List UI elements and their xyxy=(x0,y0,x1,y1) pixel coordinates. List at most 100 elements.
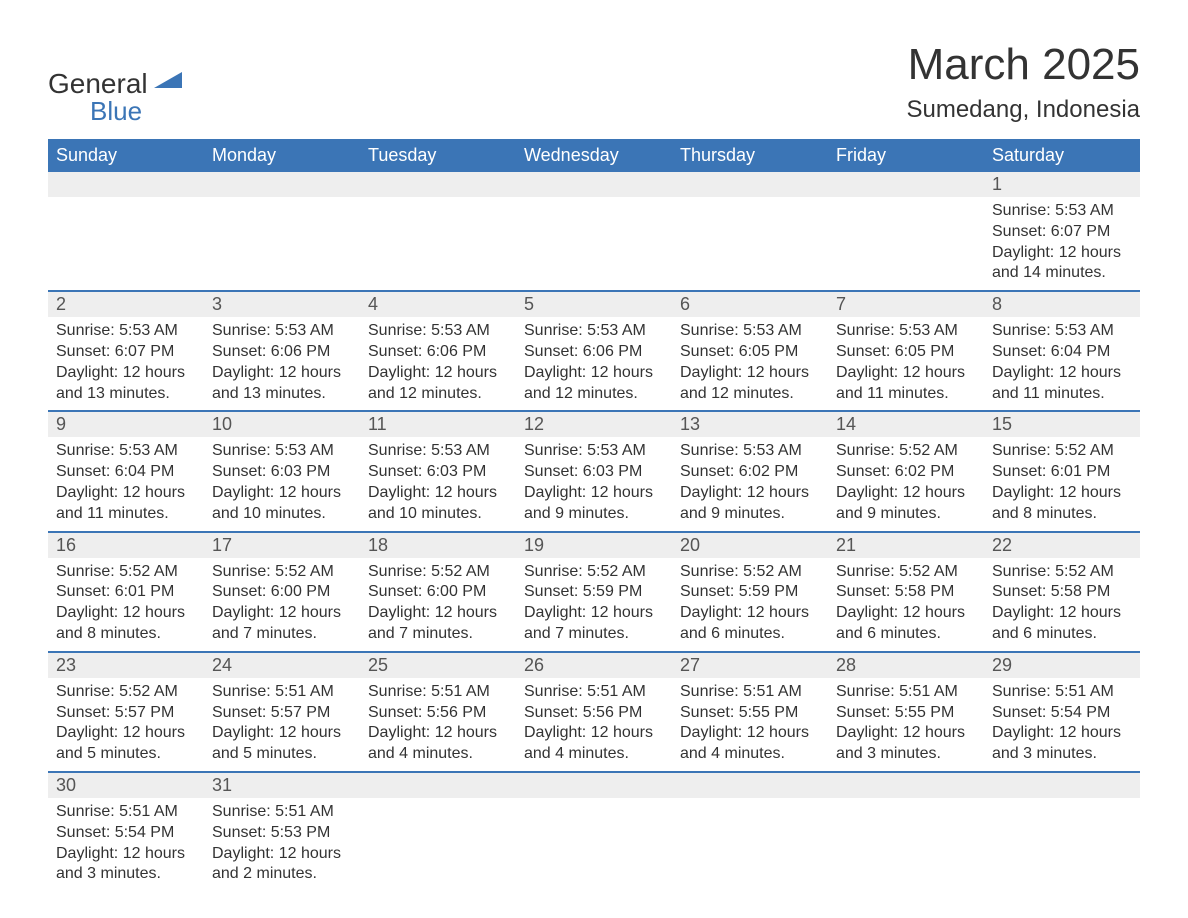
week-detail-row: Sunrise: 5:51 AMSunset: 5:54 PMDaylight:… xyxy=(48,798,1140,891)
day-number: 5 xyxy=(516,291,672,317)
day-detail: Sunrise: 5:52 AMSunset: 6:00 PMDaylight:… xyxy=(204,558,360,652)
day-detail: Sunrise: 5:53 AMSunset: 6:07 PMDaylight:… xyxy=(48,317,204,411)
day-number: 30 xyxy=(48,772,204,798)
day-number: 26 xyxy=(516,652,672,678)
day-detail: Sunrise: 5:53 AMSunset: 6:06 PMDaylight:… xyxy=(516,317,672,411)
day-detail: Sunrise: 5:53 AMSunset: 6:05 PMDaylight:… xyxy=(672,317,828,411)
day-detail: Sunrise: 5:53 AMSunset: 6:02 PMDaylight:… xyxy=(672,437,828,531)
day-detail xyxy=(516,798,672,891)
day-number xyxy=(516,172,672,197)
day-number: 4 xyxy=(360,291,516,317)
brand-logo-icon xyxy=(154,68,182,93)
day-detail: Sunrise: 5:51 AMSunset: 5:54 PMDaylight:… xyxy=(48,798,204,891)
calendar-table: Sunday Monday Tuesday Wednesday Thursday… xyxy=(48,139,1140,891)
day-number: 21 xyxy=(828,532,984,558)
day-detail: Sunrise: 5:52 AMSunset: 6:01 PMDaylight:… xyxy=(984,437,1140,531)
dayhead-tuesday: Tuesday xyxy=(360,139,516,172)
day-detail: Sunrise: 5:52 AMSunset: 6:00 PMDaylight:… xyxy=(360,558,516,652)
week-daynum-row: 3031 xyxy=(48,772,1140,798)
day-detail: Sunrise: 5:53 AMSunset: 6:03 PMDaylight:… xyxy=(516,437,672,531)
day-number: 15 xyxy=(984,411,1140,437)
dayhead-sunday: Sunday xyxy=(48,139,204,172)
day-number xyxy=(360,172,516,197)
day-number xyxy=(828,772,984,798)
day-number: 20 xyxy=(672,532,828,558)
day-number: 13 xyxy=(672,411,828,437)
day-detail: Sunrise: 5:51 AMSunset: 5:57 PMDaylight:… xyxy=(204,678,360,772)
day-number: 2 xyxy=(48,291,204,317)
day-number xyxy=(672,772,828,798)
week-daynum-row: 1 xyxy=(48,172,1140,197)
day-number xyxy=(204,172,360,197)
day-number: 25 xyxy=(360,652,516,678)
day-header-row: Sunday Monday Tuesday Wednesday Thursday… xyxy=(48,139,1140,172)
day-detail xyxy=(828,798,984,891)
brand-name-part2: Blue xyxy=(90,96,182,127)
day-number xyxy=(360,772,516,798)
day-detail: Sunrise: 5:52 AMSunset: 5:59 PMDaylight:… xyxy=(516,558,672,652)
dayhead-thursday: Thursday xyxy=(672,139,828,172)
day-number: 27 xyxy=(672,652,828,678)
day-detail: Sunrise: 5:53 AMSunset: 6:03 PMDaylight:… xyxy=(360,437,516,531)
day-detail: Sunrise: 5:51 AMSunset: 5:54 PMDaylight:… xyxy=(984,678,1140,772)
day-number: 9 xyxy=(48,411,204,437)
day-number: 23 xyxy=(48,652,204,678)
day-number: 1 xyxy=(984,172,1140,197)
dayhead-wednesday: Wednesday xyxy=(516,139,672,172)
day-detail: Sunrise: 5:53 AMSunset: 6:05 PMDaylight:… xyxy=(828,317,984,411)
day-number: 11 xyxy=(360,411,516,437)
day-number xyxy=(48,172,204,197)
day-detail xyxy=(516,197,672,291)
day-number: 10 xyxy=(204,411,360,437)
week-detail-row: Sunrise: 5:53 AMSunset: 6:07 PMDaylight:… xyxy=(48,197,1140,291)
dayhead-monday: Monday xyxy=(204,139,360,172)
day-detail: Sunrise: 5:52 AMSunset: 5:58 PMDaylight:… xyxy=(828,558,984,652)
day-number: 28 xyxy=(828,652,984,678)
day-number xyxy=(672,172,828,197)
brand-logo: General Blue xyxy=(48,68,182,127)
day-number: 31 xyxy=(204,772,360,798)
day-detail: Sunrise: 5:53 AMSunset: 6:04 PMDaylight:… xyxy=(984,317,1140,411)
day-detail: Sunrise: 5:53 AMSunset: 6:07 PMDaylight:… xyxy=(984,197,1140,291)
day-detail: Sunrise: 5:51 AMSunset: 5:53 PMDaylight:… xyxy=(204,798,360,891)
week-detail-row: Sunrise: 5:53 AMSunset: 6:04 PMDaylight:… xyxy=(48,437,1140,531)
title-block: March 2025 Sumedang, Indonesia xyxy=(906,40,1140,124)
day-detail: Sunrise: 5:53 AMSunset: 6:03 PMDaylight:… xyxy=(204,437,360,531)
day-number: 16 xyxy=(48,532,204,558)
day-number: 6 xyxy=(672,291,828,317)
day-detail xyxy=(672,197,828,291)
day-number: 19 xyxy=(516,532,672,558)
day-detail xyxy=(360,197,516,291)
day-detail: Sunrise: 5:52 AMSunset: 6:02 PMDaylight:… xyxy=(828,437,984,531)
day-number: 3 xyxy=(204,291,360,317)
month-year-title: March 2025 xyxy=(906,40,1140,90)
week-daynum-row: 2345678 xyxy=(48,291,1140,317)
day-detail: Sunrise: 5:52 AMSunset: 5:59 PMDaylight:… xyxy=(672,558,828,652)
day-number: 12 xyxy=(516,411,672,437)
page-header: General Blue March 2025 Sumedang, Indone… xyxy=(48,40,1140,127)
day-number: 8 xyxy=(984,291,1140,317)
week-daynum-row: 9101112131415 xyxy=(48,411,1140,437)
day-detail: Sunrise: 5:52 AMSunset: 5:57 PMDaylight:… xyxy=(48,678,204,772)
day-number: 7 xyxy=(828,291,984,317)
day-detail xyxy=(48,197,204,291)
day-detail xyxy=(984,798,1140,891)
day-number: 22 xyxy=(984,532,1140,558)
day-detail xyxy=(360,798,516,891)
day-number: 24 xyxy=(204,652,360,678)
day-detail: Sunrise: 5:53 AMSunset: 6:06 PMDaylight:… xyxy=(360,317,516,411)
day-detail xyxy=(828,197,984,291)
day-number xyxy=(984,772,1140,798)
day-number: 18 xyxy=(360,532,516,558)
day-detail: Sunrise: 5:51 AMSunset: 5:56 PMDaylight:… xyxy=(360,678,516,772)
day-number: 17 xyxy=(204,532,360,558)
location-subtitle: Sumedang, Indonesia xyxy=(906,96,1140,124)
week-detail-row: Sunrise: 5:52 AMSunset: 5:57 PMDaylight:… xyxy=(48,678,1140,772)
dayhead-saturday: Saturday xyxy=(984,139,1140,172)
day-detail: Sunrise: 5:53 AMSunset: 6:06 PMDaylight:… xyxy=(204,317,360,411)
day-detail: Sunrise: 5:51 AMSunset: 5:55 PMDaylight:… xyxy=(828,678,984,772)
day-detail xyxy=(672,798,828,891)
week-daynum-row: 23242526272829 xyxy=(48,652,1140,678)
day-number xyxy=(828,172,984,197)
day-number xyxy=(516,772,672,798)
